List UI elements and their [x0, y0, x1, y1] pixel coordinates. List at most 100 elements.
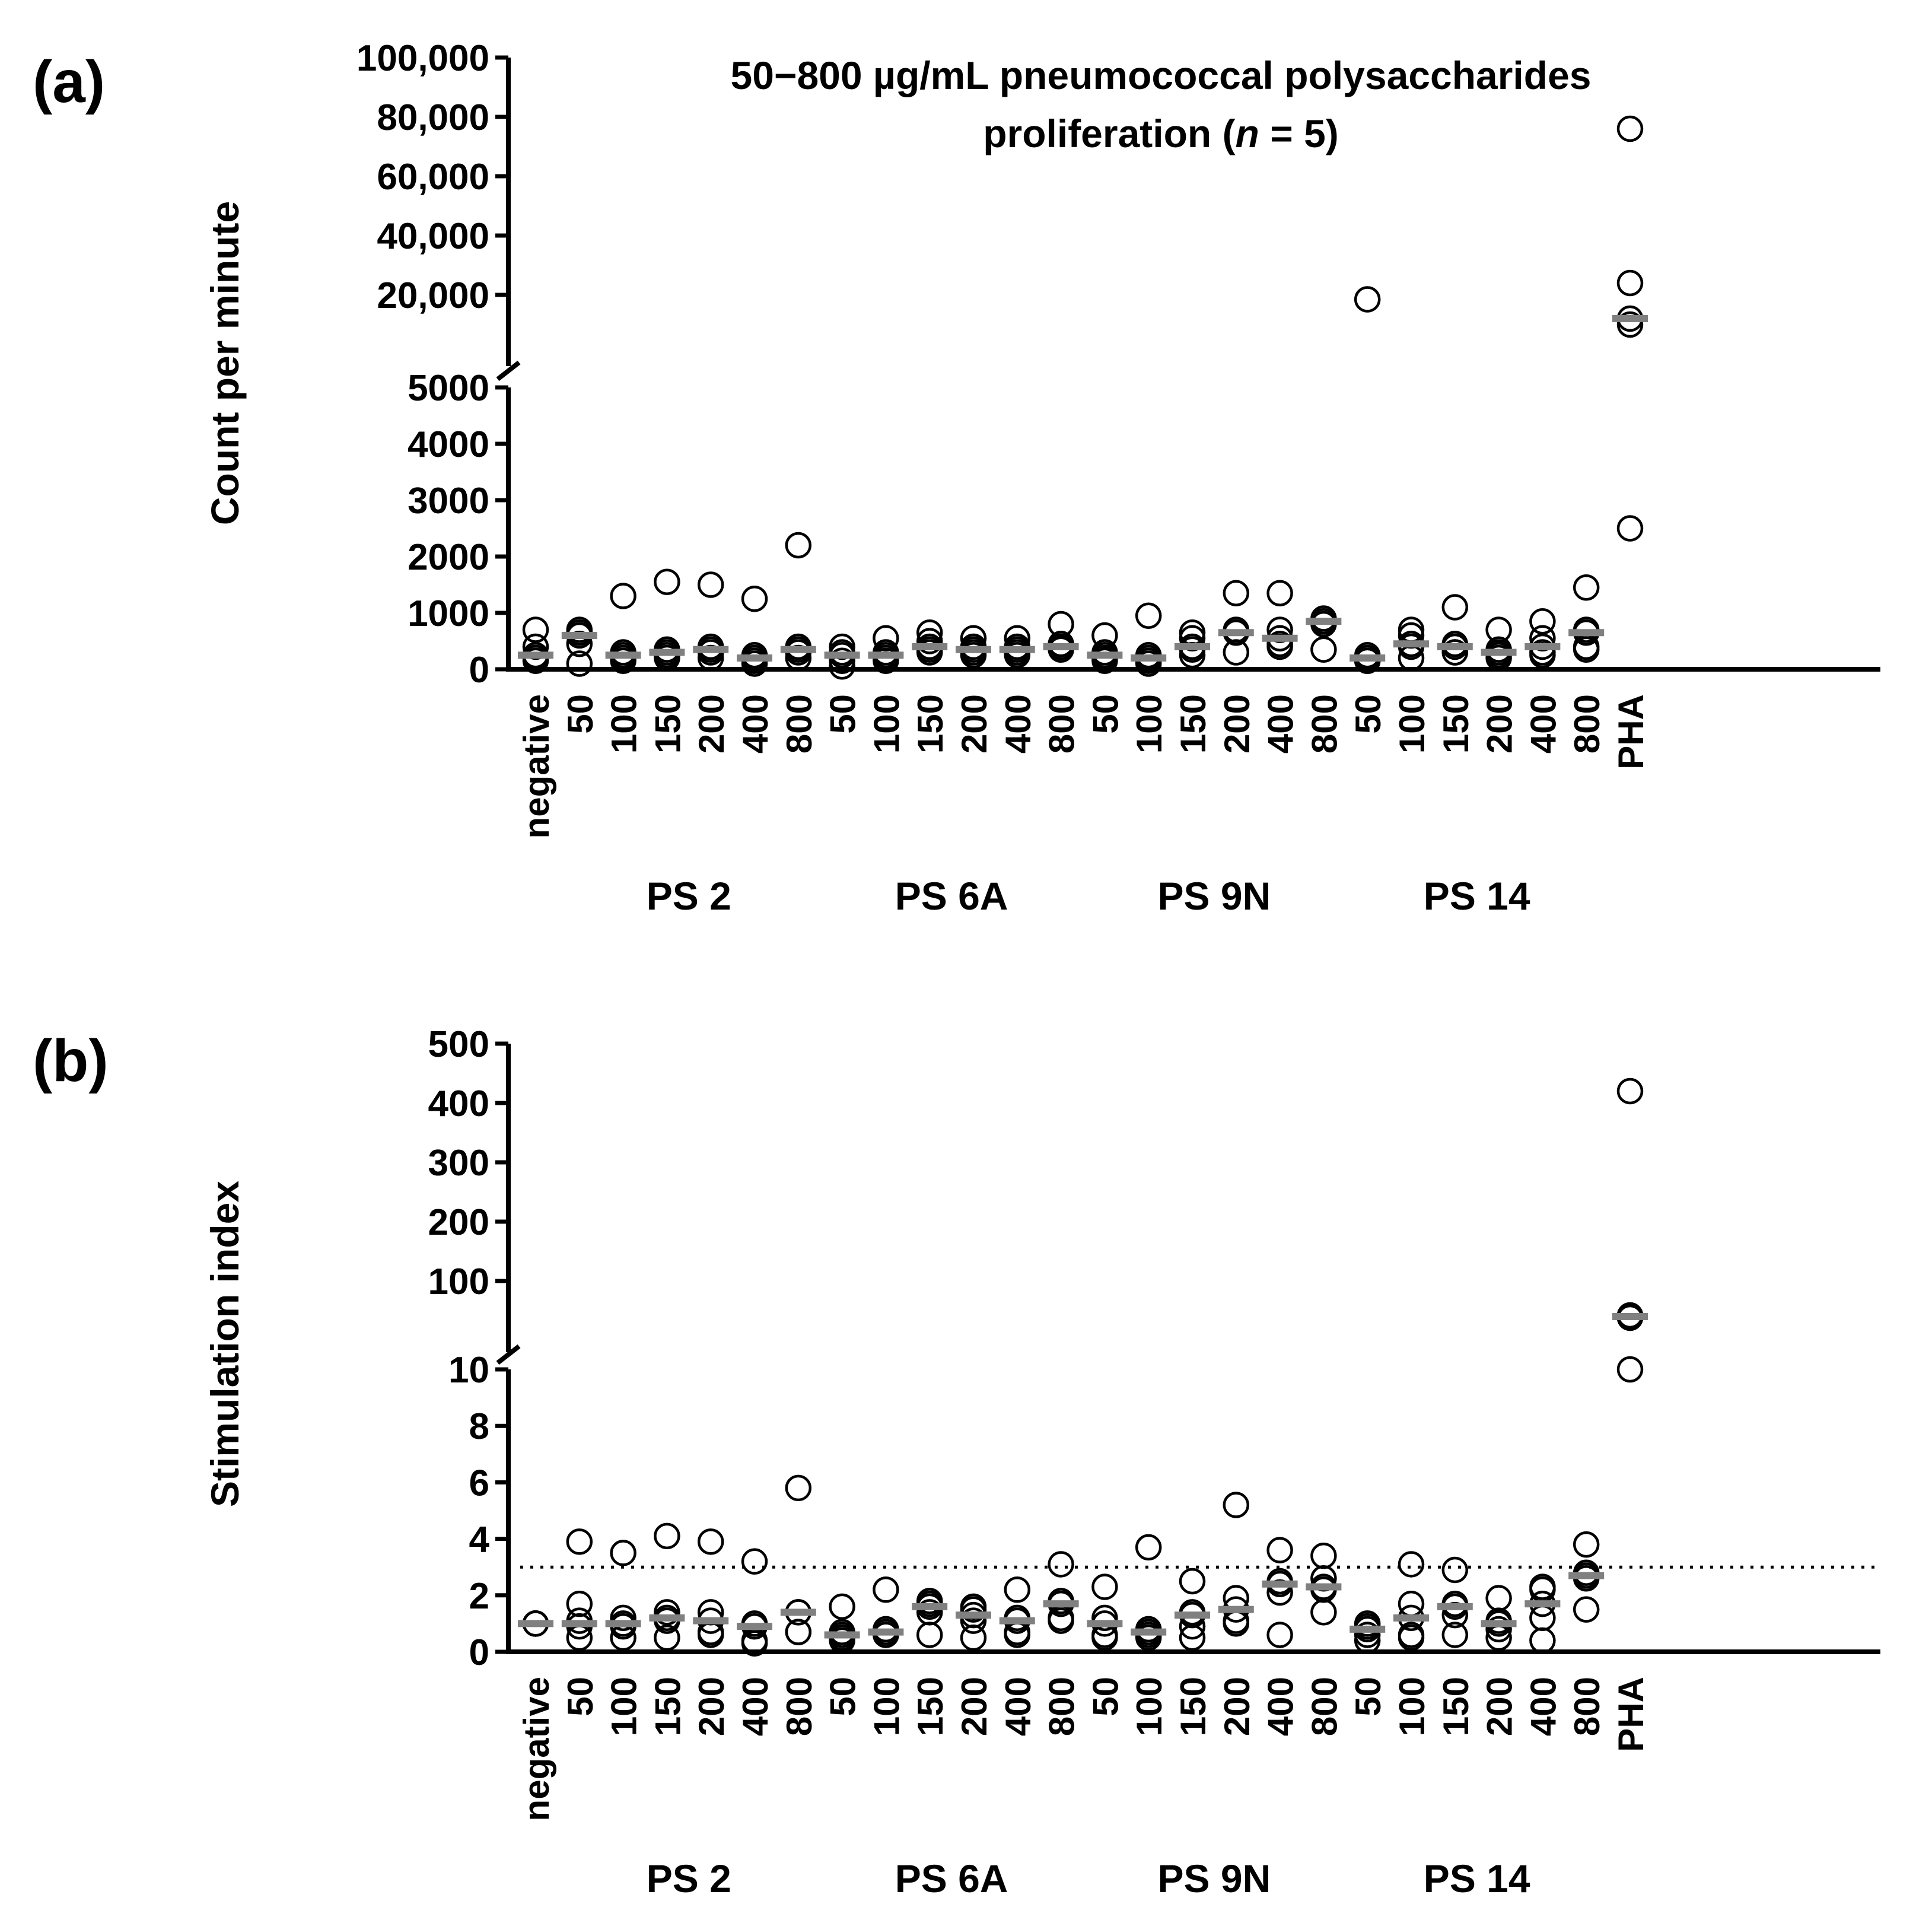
panel_a-data-point	[610, 583, 636, 609]
panel_a-y-tick-label: 0	[469, 650, 489, 691]
panel_a-x-tick-label: negative	[517, 694, 556, 838]
panel_b-group-label: PS 9N	[1158, 1857, 1271, 1900]
panel_b-data-point	[1398, 1624, 1425, 1651]
panel_b-x-tick-label: 800	[1304, 1677, 1344, 1736]
panel_a-group-label: PS 14	[1424, 874, 1530, 918]
title-line2-italic: n	[1236, 112, 1259, 155]
panel_b-y-tick-label: 8	[469, 1406, 489, 1447]
panel_a-x-tick-label: 800	[1304, 694, 1344, 754]
panel_a-x-tick-label: 100	[1392, 694, 1432, 754]
panel-b-chart: 0 2 4 6 8 10 100 200 300 400 500 Stimulation index n…	[203, 1024, 1880, 1900]
panel_b-data-point	[829, 1627, 855, 1654]
panel_a-group-label: PS 6A	[895, 874, 1008, 918]
panel_b-data-point	[1266, 1622, 1293, 1648]
panel_b-x-tick-label: 50	[1348, 1677, 1388, 1716]
panel_b-y-tick-label: 6	[469, 1463, 489, 1503]
panel_b-y-tick-label: 500	[428, 1024, 489, 1065]
panel_b-x-tick-label: 200	[1217, 1677, 1257, 1736]
panel_b-x-tick-label: 200	[954, 1677, 994, 1736]
panel_b-data-point	[1266, 1537, 1293, 1563]
panel-a-label: (a)	[33, 49, 105, 115]
panel_b-data-point	[1135, 1624, 1162, 1651]
panel_b-x-tick-label: 150	[1173, 1677, 1213, 1736]
panel_b-x-tick-label: 50	[561, 1677, 600, 1716]
panel_a-x-tick-label: 400	[1523, 694, 1563, 754]
panel_b-data-point	[1179, 1568, 1206, 1595]
chart-title-line1: 50−800 µg/mL pneumococcal polysaccharide…	[731, 53, 1592, 97]
panel_a-x-tick-label: 800	[1567, 694, 1607, 754]
panel_a-data-point	[1616, 515, 1644, 542]
panel_b-data-point	[1398, 1590, 1425, 1617]
panel_b-data-point	[610, 1540, 636, 1566]
panel_a-data-point	[1573, 574, 1600, 601]
panel_b-data-point	[1048, 1607, 1074, 1634]
panel_b-data-point	[1179, 1624, 1206, 1651]
panel-b-label: (b)	[33, 1028, 109, 1094]
panel_b-data-point	[566, 1528, 593, 1555]
panel_b-data-point	[785, 1619, 812, 1645]
panel_b-y-tick-label: 200	[428, 1202, 489, 1243]
panel_a-data-point	[1616, 269, 1644, 297]
panel_a-data-point	[1223, 639, 1250, 666]
panel_b-y-tick-label: 2	[469, 1576, 489, 1617]
panel_a-data-point	[654, 644, 680, 672]
panel_a-y-tick-label: 60,000	[377, 157, 489, 198]
panel_a-x-tick-label: 150	[648, 694, 688, 754]
panel_b-data-point	[1529, 1627, 1556, 1654]
panel_a-data-point	[1091, 647, 1118, 674]
panel_b-x-tick-label: 100	[604, 1677, 644, 1736]
panel_a-data-point	[1529, 608, 1556, 635]
panel_b-group-label: PS 14	[1424, 1857, 1530, 1900]
panel_a-axis-break-mark	[496, 360, 521, 382]
panel_b-x-tick-label: 200	[692, 1677, 731, 1736]
panel_b-y-tick-label: 100	[428, 1261, 489, 1302]
panel_a-data-point	[960, 642, 987, 669]
panel_a-data-point	[1616, 311, 1644, 338]
panel_b-x-tick-label: 150	[1436, 1677, 1476, 1736]
panel_a-x-tick-label: 800	[779, 694, 819, 754]
panel_b-x-tick-label: 400	[1523, 1677, 1563, 1736]
panel_b-data-point	[1004, 1576, 1031, 1603]
panel_b-data-point	[785, 1474, 812, 1502]
panel_b-group-label: PS 6A	[895, 1857, 1008, 1900]
panel_a-data-point	[1354, 286, 1381, 313]
panel_a-group-label: PS 2	[647, 874, 731, 918]
panel_a-y-tick-label: 2000	[408, 537, 489, 578]
panel_a-data-point	[1310, 636, 1337, 663]
panel_a-x-tick-label: 150	[1173, 694, 1213, 754]
title-line2-post: = 5)	[1259, 112, 1339, 155]
panel_a-data-point	[1485, 644, 1512, 672]
panel_a-x-tick-label: 150	[1436, 694, 1476, 754]
panel_b-data-point	[1573, 1531, 1600, 1558]
panel_b-data-point	[697, 1528, 724, 1555]
panel_a-data-point	[916, 639, 943, 666]
panel_b-data-point	[1398, 1551, 1425, 1578]
panel-a-chart: 0 1000 2000 3000 4000 5000 20,000 40,000 60,000 8…	[203, 38, 1880, 918]
panel_a-x-tick-label: 200	[1217, 694, 1257, 754]
panel_b-data-point	[1485, 1616, 1512, 1643]
panel_b-data-point	[654, 1522, 680, 1550]
panel_a-y-axis-label: Count per minute	[203, 201, 247, 525]
panel_a-data-point	[1004, 642, 1031, 669]
panel_a-data-point	[654, 568, 680, 595]
panel_a-data-point	[741, 586, 768, 612]
panel_a-data-point	[1223, 580, 1250, 606]
panel_a-x-tick-label: 100	[1129, 694, 1169, 754]
panel_b-data-point	[1135, 1534, 1162, 1561]
panel_a-y-tick-label: 40,000	[377, 216, 489, 257]
panel_a-x-tick-label: 400	[998, 694, 1038, 754]
panel_a-y-tick-label: 20,000	[377, 275, 489, 316]
panel_a-data-point	[1135, 602, 1162, 629]
panel_a-data-point	[873, 647, 899, 674]
panel_b-x-tick-label: 150	[648, 1677, 688, 1736]
panel_b-group-label: PS 2	[647, 1857, 731, 1900]
panel_b-x-tick-label: 150	[911, 1677, 950, 1736]
panel_a-data-point	[1573, 636, 1600, 663]
panel_b-data-point	[741, 1548, 768, 1575]
panel_a-x-tick-label: PHA	[1611, 694, 1651, 770]
panel_a-x-tick-label: 50	[1348, 694, 1388, 734]
panel_b-data-point	[1573, 1596, 1600, 1623]
panel_b-x-tick-label: 200	[1480, 1677, 1520, 1736]
panel_a-data-point	[785, 532, 812, 559]
panel_a-x-tick-label: 50	[1086, 694, 1125, 734]
